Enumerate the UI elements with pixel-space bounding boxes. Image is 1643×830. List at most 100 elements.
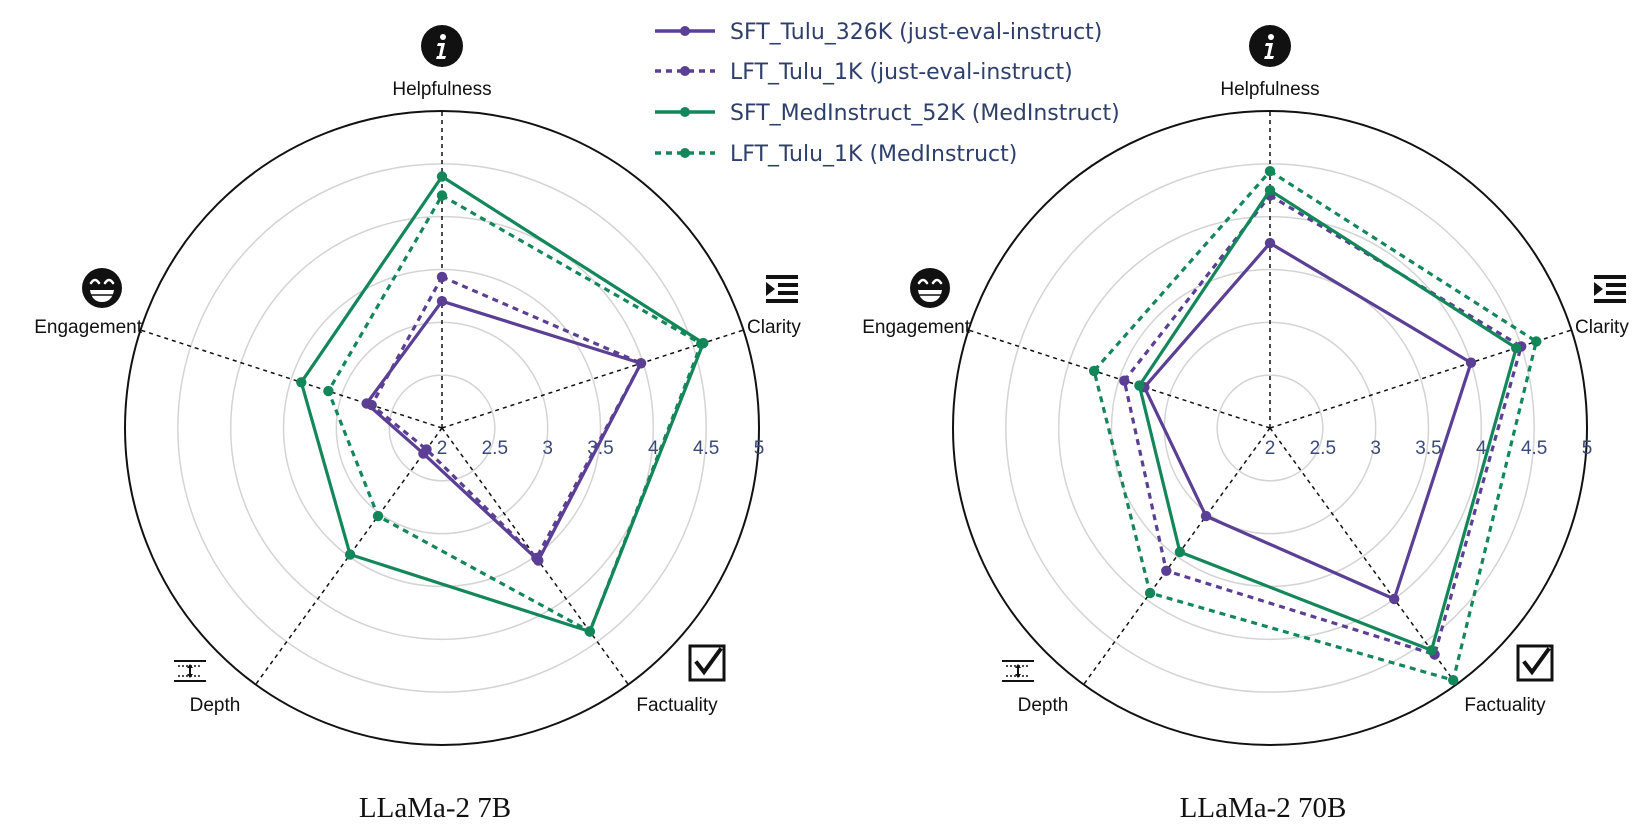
axis-label-clarity: Clarity [1575, 317, 1629, 338]
legend-label: LFT_Tulu_1K (just-eval-instruct) [730, 60, 1073, 85]
tick-label: 3 [1370, 438, 1381, 459]
data-point [531, 552, 542, 564]
data-point [436, 296, 448, 307]
data-point [1264, 166, 1276, 177]
axis-spoke [968, 329, 1271, 429]
data-point [436, 190, 448, 201]
grid-circle [282, 268, 602, 588]
data-point [421, 444, 432, 455]
grid-circle [388, 374, 496, 482]
data-point [1264, 185, 1276, 196]
tick-label: 3.5 [1415, 438, 1441, 459]
series [366, 271, 647, 564]
tick-label: 4.5 [1521, 438, 1547, 459]
tick-label: 5 [754, 438, 765, 459]
tick-label: 5 [1582, 438, 1593, 459]
series-line [1142, 241, 1473, 601]
data-point [1264, 237, 1276, 249]
tick-label: 4 [648, 438, 659, 459]
data-point [1426, 645, 1437, 656]
axis-spoke [1269, 427, 1457, 685]
series [1134, 185, 1522, 656]
data-point [436, 171, 448, 182]
depth-icon [174, 660, 206, 682]
grin-emoji-icon [910, 268, 950, 308]
outer-circle [952, 110, 1588, 746]
data-point [1200, 510, 1212, 522]
axis-spoke [255, 427, 443, 685]
axis-label-depth: Depth [1018, 695, 1069, 716]
tick-label: 2.5 [482, 438, 508, 459]
legend-label: SFT_MedInstruct_52K (MedInstruct) [730, 101, 1120, 126]
series-line [326, 193, 703, 634]
legend: SFT_Tulu_326K (just-eval-instruct) LFT_T… [655, 20, 1120, 167]
axis-label-factuality: Factuality [636, 695, 718, 716]
data-point [344, 549, 356, 560]
data-point [1088, 365, 1100, 377]
series-line [365, 299, 643, 563]
data-point [1119, 375, 1130, 386]
checkbox-icon [688, 644, 726, 682]
data-point [1448, 675, 1459, 686]
legend-label: SFT_Tulu_326K (just-eval-instruct) [730, 20, 1102, 45]
chart-title-70b: LLaMa-2 70B [1180, 792, 1347, 824]
axis-spoke [140, 329, 443, 429]
chart-title-7b: LLaMa-2 7B [359, 792, 511, 824]
series [296, 171, 709, 637]
data-point [1531, 336, 1542, 347]
data-point [1134, 380, 1145, 391]
axis-spoke [1083, 427, 1271, 685]
legend-marker [680, 66, 690, 76]
axis-label-helpfulness: Helpfulness [392, 79, 491, 100]
grin-emoji-icon [82, 268, 122, 308]
series [1139, 237, 1477, 605]
series [1088, 166, 1542, 686]
legend-item: SFT_MedInstruct_52K (MedInstruct) [655, 101, 1120, 126]
data-point [1174, 546, 1186, 558]
info-icon [421, 25, 463, 67]
axis-spoke [441, 329, 744, 429]
axis-label-factuality: Factuality [1464, 695, 1546, 716]
depth-icon [1002, 660, 1034, 682]
radar-chart-llama2-70b: 2 2.5 3 3.5 4 4.5 5 Helpfulness Clarity Factualit… [862, 25, 1629, 746]
data-point [696, 338, 707, 349]
legend-item: LFT_Tulu_1K (MedInstruct) [655, 142, 1017, 167]
series-line [370, 275, 643, 560]
legend-item: SFT_Tulu_326K (just-eval-instruct) [655, 20, 1102, 45]
axis-label-clarity: Clarity [747, 317, 801, 338]
axis-label-engagement: Engagement [34, 317, 142, 338]
legend-label: LFT_Tulu_1K (MedInstruct) [730, 142, 1017, 167]
data-point [635, 358, 647, 369]
data-point [1161, 565, 1172, 576]
data-point [436, 271, 448, 283]
data-point [1144, 587, 1156, 599]
data-point [1465, 357, 1477, 368]
outer-circle [124, 110, 760, 746]
legend-item: LFT_Tulu_1K (just-eval-instruct) [655, 60, 1073, 85]
axis-label-depth: Depth [190, 695, 241, 716]
data-point [366, 399, 377, 411]
tick-label: 2.5 [1310, 438, 1336, 459]
radar-chart-llama2-7b: 2 2.5 3 3.5 4 4.5 5HelpfulnessClarityFactualit… [34, 25, 801, 746]
tick-label: 4.5 [693, 438, 719, 459]
series [323, 190, 707, 637]
indent-icon [1594, 275, 1626, 303]
data-point [1389, 593, 1400, 605]
data-point [584, 626, 595, 637]
tick-label: 2 [1265, 438, 1276, 459]
indent-icon [766, 275, 798, 303]
data-point [323, 385, 334, 397]
axis-label-helpfulness: Helpfulness [1220, 79, 1319, 100]
data-point [296, 377, 307, 388]
axis-spoke [441, 427, 629, 685]
checkbox-icon [1516, 644, 1554, 682]
axis-label-engagement: Engagement [862, 317, 970, 338]
data-point [372, 510, 384, 522]
legend-marker [680, 26, 690, 36]
legend-marker [680, 107, 690, 117]
series-line [1122, 193, 1523, 657]
series-line [299, 174, 705, 634]
tick-label: 3 [542, 438, 553, 459]
data-point [1511, 342, 1522, 354]
